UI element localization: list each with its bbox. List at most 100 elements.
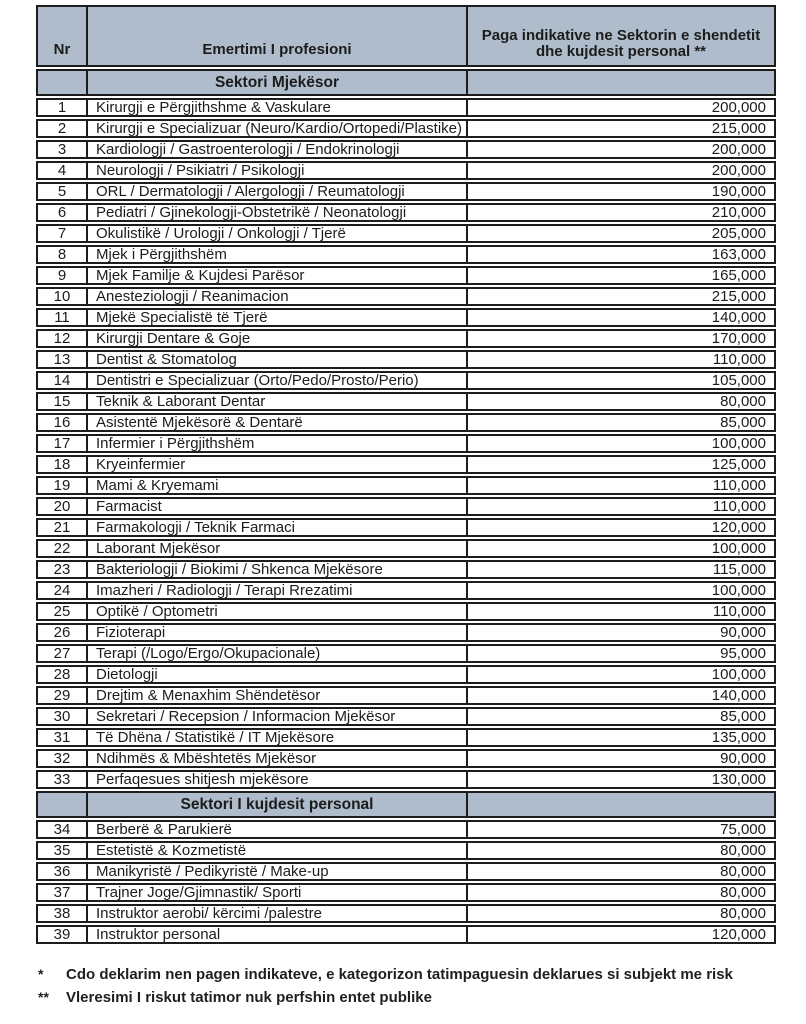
salary-value: 215,000 <box>468 119 776 138</box>
row-number: 24 <box>36 581 88 600</box>
footnote-2: ** Vleresimi I riskut tatimor nuk perfsh… <box>38 986 806 1009</box>
profession-name: Estetistë & Kozmetistë <box>88 841 468 860</box>
section-title: Sektori Mjekësor <box>88 69 468 96</box>
table-row: 21 Farmakologji / Teknik Farmaci 120,000 <box>36 518 776 537</box>
profession-name: Dietologji <box>88 665 468 684</box>
row-number: 25 <box>36 602 88 621</box>
row-number: 30 <box>36 707 88 726</box>
salary-value: 210,000 <box>468 203 776 222</box>
table-row: 35 Estetistë & Kozmetistë 80,000 <box>36 841 776 860</box>
table-row: 29 Drejtim & Menaxhim Shëndetësor 140,00… <box>36 686 776 705</box>
profession-name: Laborant Mjekësor <box>88 539 468 558</box>
salary-value: 165,000 <box>468 266 776 285</box>
section-value-cell <box>468 791 776 818</box>
salary-value: 130,000 <box>468 770 776 789</box>
profession-name: Bakteriologji / Biokimi / Shkenca Mjekës… <box>88 560 468 579</box>
salary-value: 205,000 <box>468 224 776 243</box>
profession-name: Farmacist <box>88 497 468 516</box>
salary-value: 200,000 <box>468 161 776 180</box>
table-row: 38 Instruktor aerobi/ kërcimi /palestre … <box>36 904 776 923</box>
salary-value: 100,000 <box>468 581 776 600</box>
table-row: 20 Farmacist 110,000 <box>36 497 776 516</box>
profession-name: Mjekë Specialistë të Tjerë <box>88 308 468 327</box>
row-number: 17 <box>36 434 88 453</box>
salary-value: 85,000 <box>468 413 776 432</box>
profession-name: Kirurgji e Përgjithshme & Vaskulare <box>88 98 468 117</box>
profession-name: Perfaqesues shitjesh mjekësore <box>88 770 468 789</box>
column-header-profession: Emertimi I profesioni <box>88 5 468 67</box>
table-row: 8 Mjek i Përgjithshëm 163,000 <box>36 245 776 264</box>
salary-value: 80,000 <box>468 883 776 902</box>
profession-name: Kryeinfermier <box>88 455 468 474</box>
row-number: 32 <box>36 749 88 768</box>
table-row: 10 Anesteziologji / Reanimacion 215,000 <box>36 287 776 306</box>
salary-value: 110,000 <box>468 476 776 495</box>
row-number: 13 <box>36 350 88 369</box>
row-number: 7 <box>36 224 88 243</box>
profession-name: Pediatri / Gjinekologji-Obstetrikë / Neo… <box>88 203 468 222</box>
row-number: 8 <box>36 245 88 264</box>
salary-value: 110,000 <box>468 350 776 369</box>
row-number: 3 <box>36 140 88 159</box>
table-row: 11 Mjekë Specialistë të Tjerë 140,000 <box>36 308 776 327</box>
row-number: 39 <box>36 925 88 944</box>
table-body: Sektori Mjekësor 1 Kirurgji e Përgjithsh… <box>36 69 776 944</box>
profession-name: Manikyristë / Pedikyristë / Make-up <box>88 862 468 881</box>
row-number: 36 <box>36 862 88 881</box>
table-row: 17 Infermier i Përgjithshëm 100,000 <box>36 434 776 453</box>
row-number: 14 <box>36 371 88 390</box>
table-row: 4 Neurologji / Psikiatri / Psikologji 20… <box>36 161 776 180</box>
section-header-row: Sektori Mjekësor <box>36 69 776 96</box>
row-number: 19 <box>36 476 88 495</box>
column-header-nr: Nr <box>36 5 88 67</box>
profession-name: Instruktor personal <box>88 925 468 944</box>
salary-value: 90,000 <box>468 623 776 642</box>
profession-name: Berberë & Parukierë <box>88 820 468 839</box>
footnote-1-text: Cdo deklarim nen pagen indikateve, e kat… <box>66 966 733 983</box>
table-row: 30 Sekretari / Recepsion / Informacion M… <box>36 707 776 726</box>
profession-name: Terapi (/Logo/Ergo/Okupacionale) <box>88 644 468 663</box>
salary-value: 125,000 <box>468 455 776 474</box>
profession-name: Ndihmës & Mbështetës Mjekësor <box>88 749 468 768</box>
salary-value: 115,000 <box>468 560 776 579</box>
row-number: 1 <box>36 98 88 117</box>
row-number: 5 <box>36 182 88 201</box>
profession-name: Kirurgji Dentare & Goje <box>88 329 468 348</box>
section-header-row: Sektori I kujdesit personal <box>36 791 776 818</box>
salary-value: 200,000 <box>468 98 776 117</box>
table-row: 25 Optikë / Optometri 110,000 <box>36 602 776 621</box>
salary-value: 190,000 <box>468 182 776 201</box>
table-row: 26 Fizioterapi 90,000 <box>36 623 776 642</box>
salary-value: 80,000 <box>468 862 776 881</box>
salary-value: 95,000 <box>468 644 776 663</box>
salary-value: 140,000 <box>468 686 776 705</box>
row-number: 23 <box>36 560 88 579</box>
profession-name: Dentist & Stomatolog <box>88 350 468 369</box>
salary-value: 135,000 <box>468 728 776 747</box>
profession-name: Teknik & Laborant Dentar <box>88 392 468 411</box>
profession-name: Mjek i Përgjithshëm <box>88 245 468 264</box>
profession-name: Anesteziologji / Reanimacion <box>88 287 468 306</box>
table-row: 12 Kirurgji Dentare & Goje 170,000 <box>36 329 776 348</box>
profession-name: Dentistri e Specializuar (Orto/Pedo/Pros… <box>88 371 468 390</box>
salary-value: 85,000 <box>468 707 776 726</box>
row-number: 37 <box>36 883 88 902</box>
row-number: 22 <box>36 539 88 558</box>
table-row: 37 Trajner Joge/Gjimnastik/ Sporti 80,00… <box>36 883 776 902</box>
row-number: 9 <box>36 266 88 285</box>
table-row: 15 Teknik & Laborant Dentar 80,000 <box>36 392 776 411</box>
row-number: 4 <box>36 161 88 180</box>
table-row: 23 Bakteriologji / Biokimi / Shkenca Mje… <box>36 560 776 579</box>
row-number: 16 <box>36 413 88 432</box>
footnote-1-marker: * <box>38 966 44 982</box>
row-number: 26 <box>36 623 88 642</box>
table-row: 7 Okulistikë / Urologji / Onkologji / Tj… <box>36 224 776 243</box>
profession-name: Okulistikë / Urologji / Onkologji / Tjer… <box>88 224 468 243</box>
row-number: 29 <box>36 686 88 705</box>
profession-name: Sekretari / Recepsion / Informacion Mjek… <box>88 707 468 726</box>
salary-value: 140,000 <box>468 308 776 327</box>
table-row: 19 Mami & Kryemami 110,000 <box>36 476 776 495</box>
profession-name: Optikë / Optometri <box>88 602 468 621</box>
profession-name: Mjek Familje & Kujdesi Parësor <box>88 266 468 285</box>
